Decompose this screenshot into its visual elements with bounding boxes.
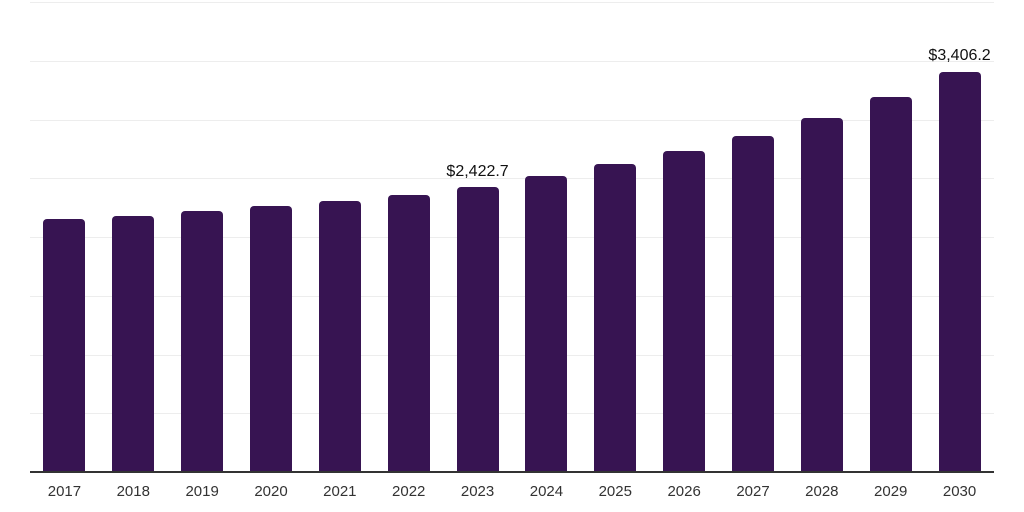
- bar-2029[interactable]: [869, 96, 912, 472]
- x-tick-label-2028: 2028: [805, 483, 839, 500]
- bar-2018[interactable]: [112, 215, 155, 472]
- x-tick-label-2020: 2020: [254, 483, 288, 500]
- x-tick-label-2030: 2030: [942, 483, 977, 500]
- gridline-2500: [30, 178, 994, 180]
- gridline-2000: [30, 237, 994, 238]
- x-tick-label-2027: 2027: [736, 483, 770, 500]
- x-tick-label-2017: 2017: [47, 483, 82, 500]
- data-label-2030: $3,406.2: [928, 47, 991, 65]
- bar-2017[interactable]: [43, 218, 86, 472]
- bar-2025[interactable]: [594, 164, 637, 472]
- bar-2026[interactable]: [663, 151, 706, 472]
- x-tick-label-2029: 2029: [874, 483, 908, 500]
- bar-2027[interactable]: [732, 135, 774, 472]
- bar-2024[interactable]: [525, 176, 568, 472]
- bar-2030[interactable]: [938, 71, 981, 472]
- gridline-3000: [30, 119, 994, 121]
- data-label-2023: $2,422.7: [446, 162, 509, 180]
- x-axis-line: [30, 471, 994, 473]
- x-tick-label-2024: 2024: [529, 483, 564, 500]
- gridline-3500: [30, 60, 994, 62]
- bar-2022[interactable]: [387, 194, 430, 472]
- bar-2021[interactable]: [318, 200, 361, 472]
- x-tick-label-2023: 2023: [460, 483, 495, 500]
- x-tick-label-2018: 2018: [116, 483, 150, 500]
- x-tick-label-2021: 2021: [323, 483, 357, 500]
- bar-2019[interactable]: [181, 211, 224, 472]
- gridline-1000: [30, 354, 994, 356]
- plot-area: $2,422.7 $3,406.2: [30, 2, 994, 472]
- gridline-500: [30, 413, 994, 415]
- x-tick-label-2026: 2026: [667, 483, 701, 500]
- gridline-4000: [30, 2, 994, 3]
- bar-2023[interactable]: [456, 187, 499, 472]
- x-tick-label-2022: 2022: [392, 483, 426, 500]
- bar-2020[interactable]: [250, 206, 292, 472]
- bar-2028[interactable]: [800, 117, 843, 472]
- x-tick-label-2025: 2025: [598, 483, 632, 500]
- gridline-1500: [30, 295, 994, 297]
- x-tick-label-2019: 2019: [185, 483, 219, 500]
